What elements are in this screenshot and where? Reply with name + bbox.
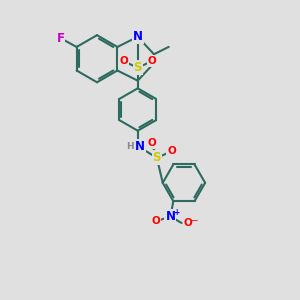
Text: −: − <box>190 215 198 224</box>
Text: O: O <box>167 146 176 156</box>
Text: O: O <box>148 56 156 66</box>
Text: +: + <box>173 208 179 217</box>
Text: O: O <box>147 138 156 148</box>
Text: H: H <box>126 142 133 151</box>
Text: S: S <box>134 61 142 74</box>
Text: N: N <box>165 210 176 223</box>
Text: S: S <box>153 151 161 164</box>
Text: O: O <box>184 218 192 228</box>
Text: O: O <box>151 216 160 226</box>
Text: O: O <box>119 56 128 66</box>
Text: N: N <box>135 140 145 152</box>
Text: N: N <box>133 30 143 43</box>
Text: F: F <box>56 32 64 45</box>
